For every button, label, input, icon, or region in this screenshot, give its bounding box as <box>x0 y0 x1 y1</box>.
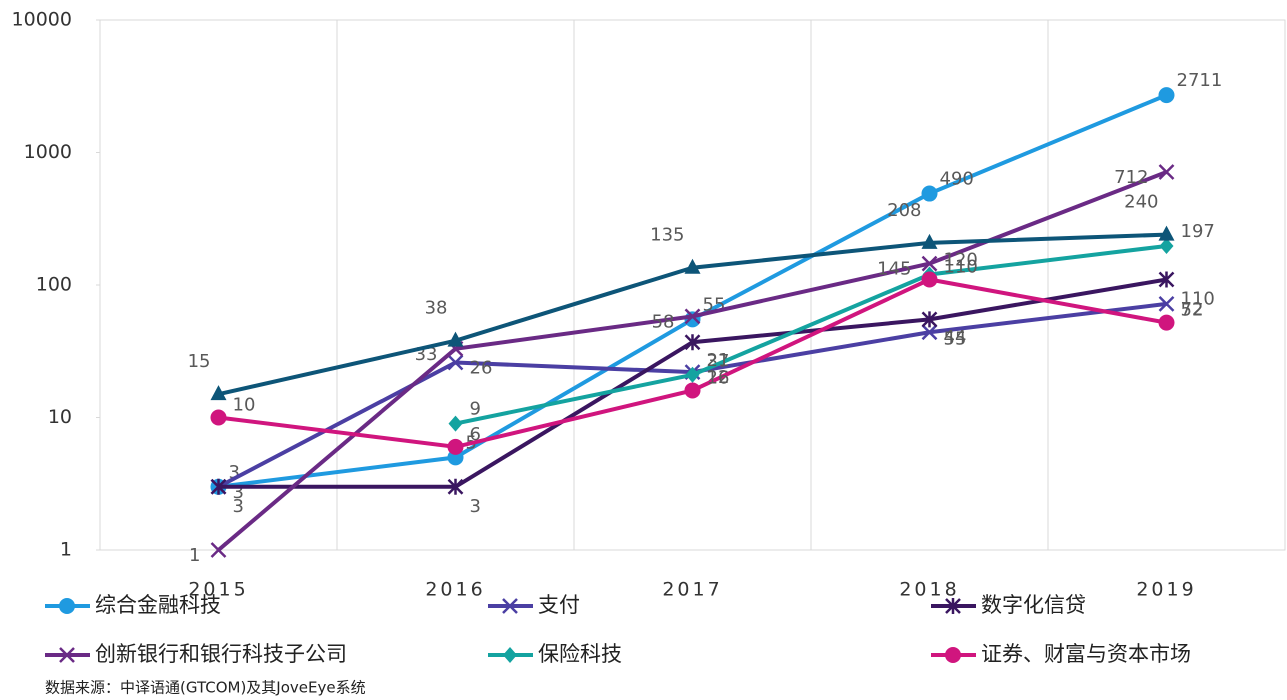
y-tick-label: 100 <box>36 274 72 296</box>
data-label: 1 <box>189 545 200 566</box>
data-label: 110 <box>944 257 978 278</box>
data-point <box>921 255 938 272</box>
series-line <box>455 243 1167 426</box>
legend-label: 数字化信贷 <box>981 593 1086 617</box>
legend-marker <box>502 598 518 614</box>
legend-item: 证券、财富与资本市场 <box>931 642 1191 666</box>
data-label: 26 <box>470 358 493 379</box>
source-note: 数据来源：中译语通(GTCOM)及其JoveEye系统 <box>45 679 366 697</box>
data-point <box>210 478 227 495</box>
legend-label: 创新银行和银行科技子公司 <box>95 642 347 666</box>
data-label: 110 <box>1181 289 1215 310</box>
data-label: 58 <box>652 311 675 332</box>
data-label: 712 <box>1114 167 1148 188</box>
data-point <box>684 258 701 274</box>
x-tick-label: 2019 <box>1136 579 1196 601</box>
legend-marker <box>59 598 75 614</box>
y-tick-label: 10000 <box>12 9 72 31</box>
legend-item: 支付 <box>488 593 580 617</box>
data-label: 145 <box>877 259 911 280</box>
data-point <box>448 415 463 432</box>
data-point <box>447 331 464 347</box>
legend-marker <box>59 647 75 663</box>
data-label: 15 <box>188 351 211 372</box>
legend-item: 创新银行和银行科技子公司 <box>45 642 347 666</box>
data-label: 55 <box>944 328 967 349</box>
x-tick-label: 2016 <box>425 579 485 601</box>
data-point <box>684 334 701 351</box>
y-tick-label: 10 <box>48 406 72 428</box>
data-label: 135 <box>650 225 684 246</box>
legend-marker <box>945 647 961 663</box>
data-point <box>447 438 464 455</box>
data-label: 72 <box>1181 299 1204 320</box>
x-tick-label: 2018 <box>899 579 959 601</box>
x-tick-label: 2015 <box>188 579 248 601</box>
data-label: 6 <box>470 424 481 445</box>
data-point <box>921 271 938 288</box>
data-point <box>1158 164 1175 180</box>
data-point <box>447 354 464 371</box>
legend-item: 综合金融科技 <box>45 593 221 617</box>
legend-label: 保险科技 <box>538 642 622 666</box>
data-point <box>921 311 938 328</box>
data-label: 3 <box>233 496 244 517</box>
legend-label: 支付 <box>538 593 580 617</box>
data-label: 208 <box>887 200 921 221</box>
data-point <box>1158 314 1175 331</box>
data-point <box>210 385 227 401</box>
data-label: 197 <box>1181 221 1215 242</box>
data-point <box>1158 296 1175 312</box>
data-point <box>921 185 938 202</box>
data-point <box>685 366 700 383</box>
data-point <box>447 478 464 495</box>
legend-marker <box>945 598 961 614</box>
legend-label: 证券、财富与资本市场 <box>981 642 1191 666</box>
data-point <box>210 409 227 426</box>
data-point <box>210 542 227 558</box>
legend-label: 综合金融科技 <box>95 593 221 617</box>
data-point <box>921 233 938 249</box>
data-label: 2711 <box>1177 70 1223 91</box>
plot-frame <box>99 19 1286 551</box>
data-point <box>1158 87 1175 104</box>
data-point <box>1158 225 1175 241</box>
legend-item: 数字化信贷 <box>931 593 1086 617</box>
legend-item: 保险科技 <box>488 642 622 666</box>
legend-marker <box>503 647 517 663</box>
data-label: 3 <box>233 482 244 503</box>
data-label: 10 <box>233 395 256 416</box>
data-point <box>1158 271 1175 288</box>
data-label: 9 <box>470 399 481 420</box>
y-tick-label: 1000 <box>24 141 72 163</box>
data-label: 3 <box>229 462 240 483</box>
data-label: 120 <box>944 250 978 271</box>
data-label: 21 <box>707 350 730 371</box>
data-point <box>1159 237 1174 254</box>
data-point <box>684 382 701 399</box>
data-label: 44 <box>944 327 967 348</box>
data-point <box>684 308 701 325</box>
data-label: 16 <box>707 367 730 388</box>
data-label: 52 <box>1181 300 1204 321</box>
x-tick-label: 2017 <box>662 579 722 601</box>
data-label: 3 <box>470 496 481 517</box>
data-label: 490 <box>940 169 974 190</box>
data-label: 38 <box>425 298 448 319</box>
data-point <box>921 324 938 341</box>
y-tick-label: 1 <box>60 539 72 561</box>
data-label: 240 <box>1124 192 1158 213</box>
